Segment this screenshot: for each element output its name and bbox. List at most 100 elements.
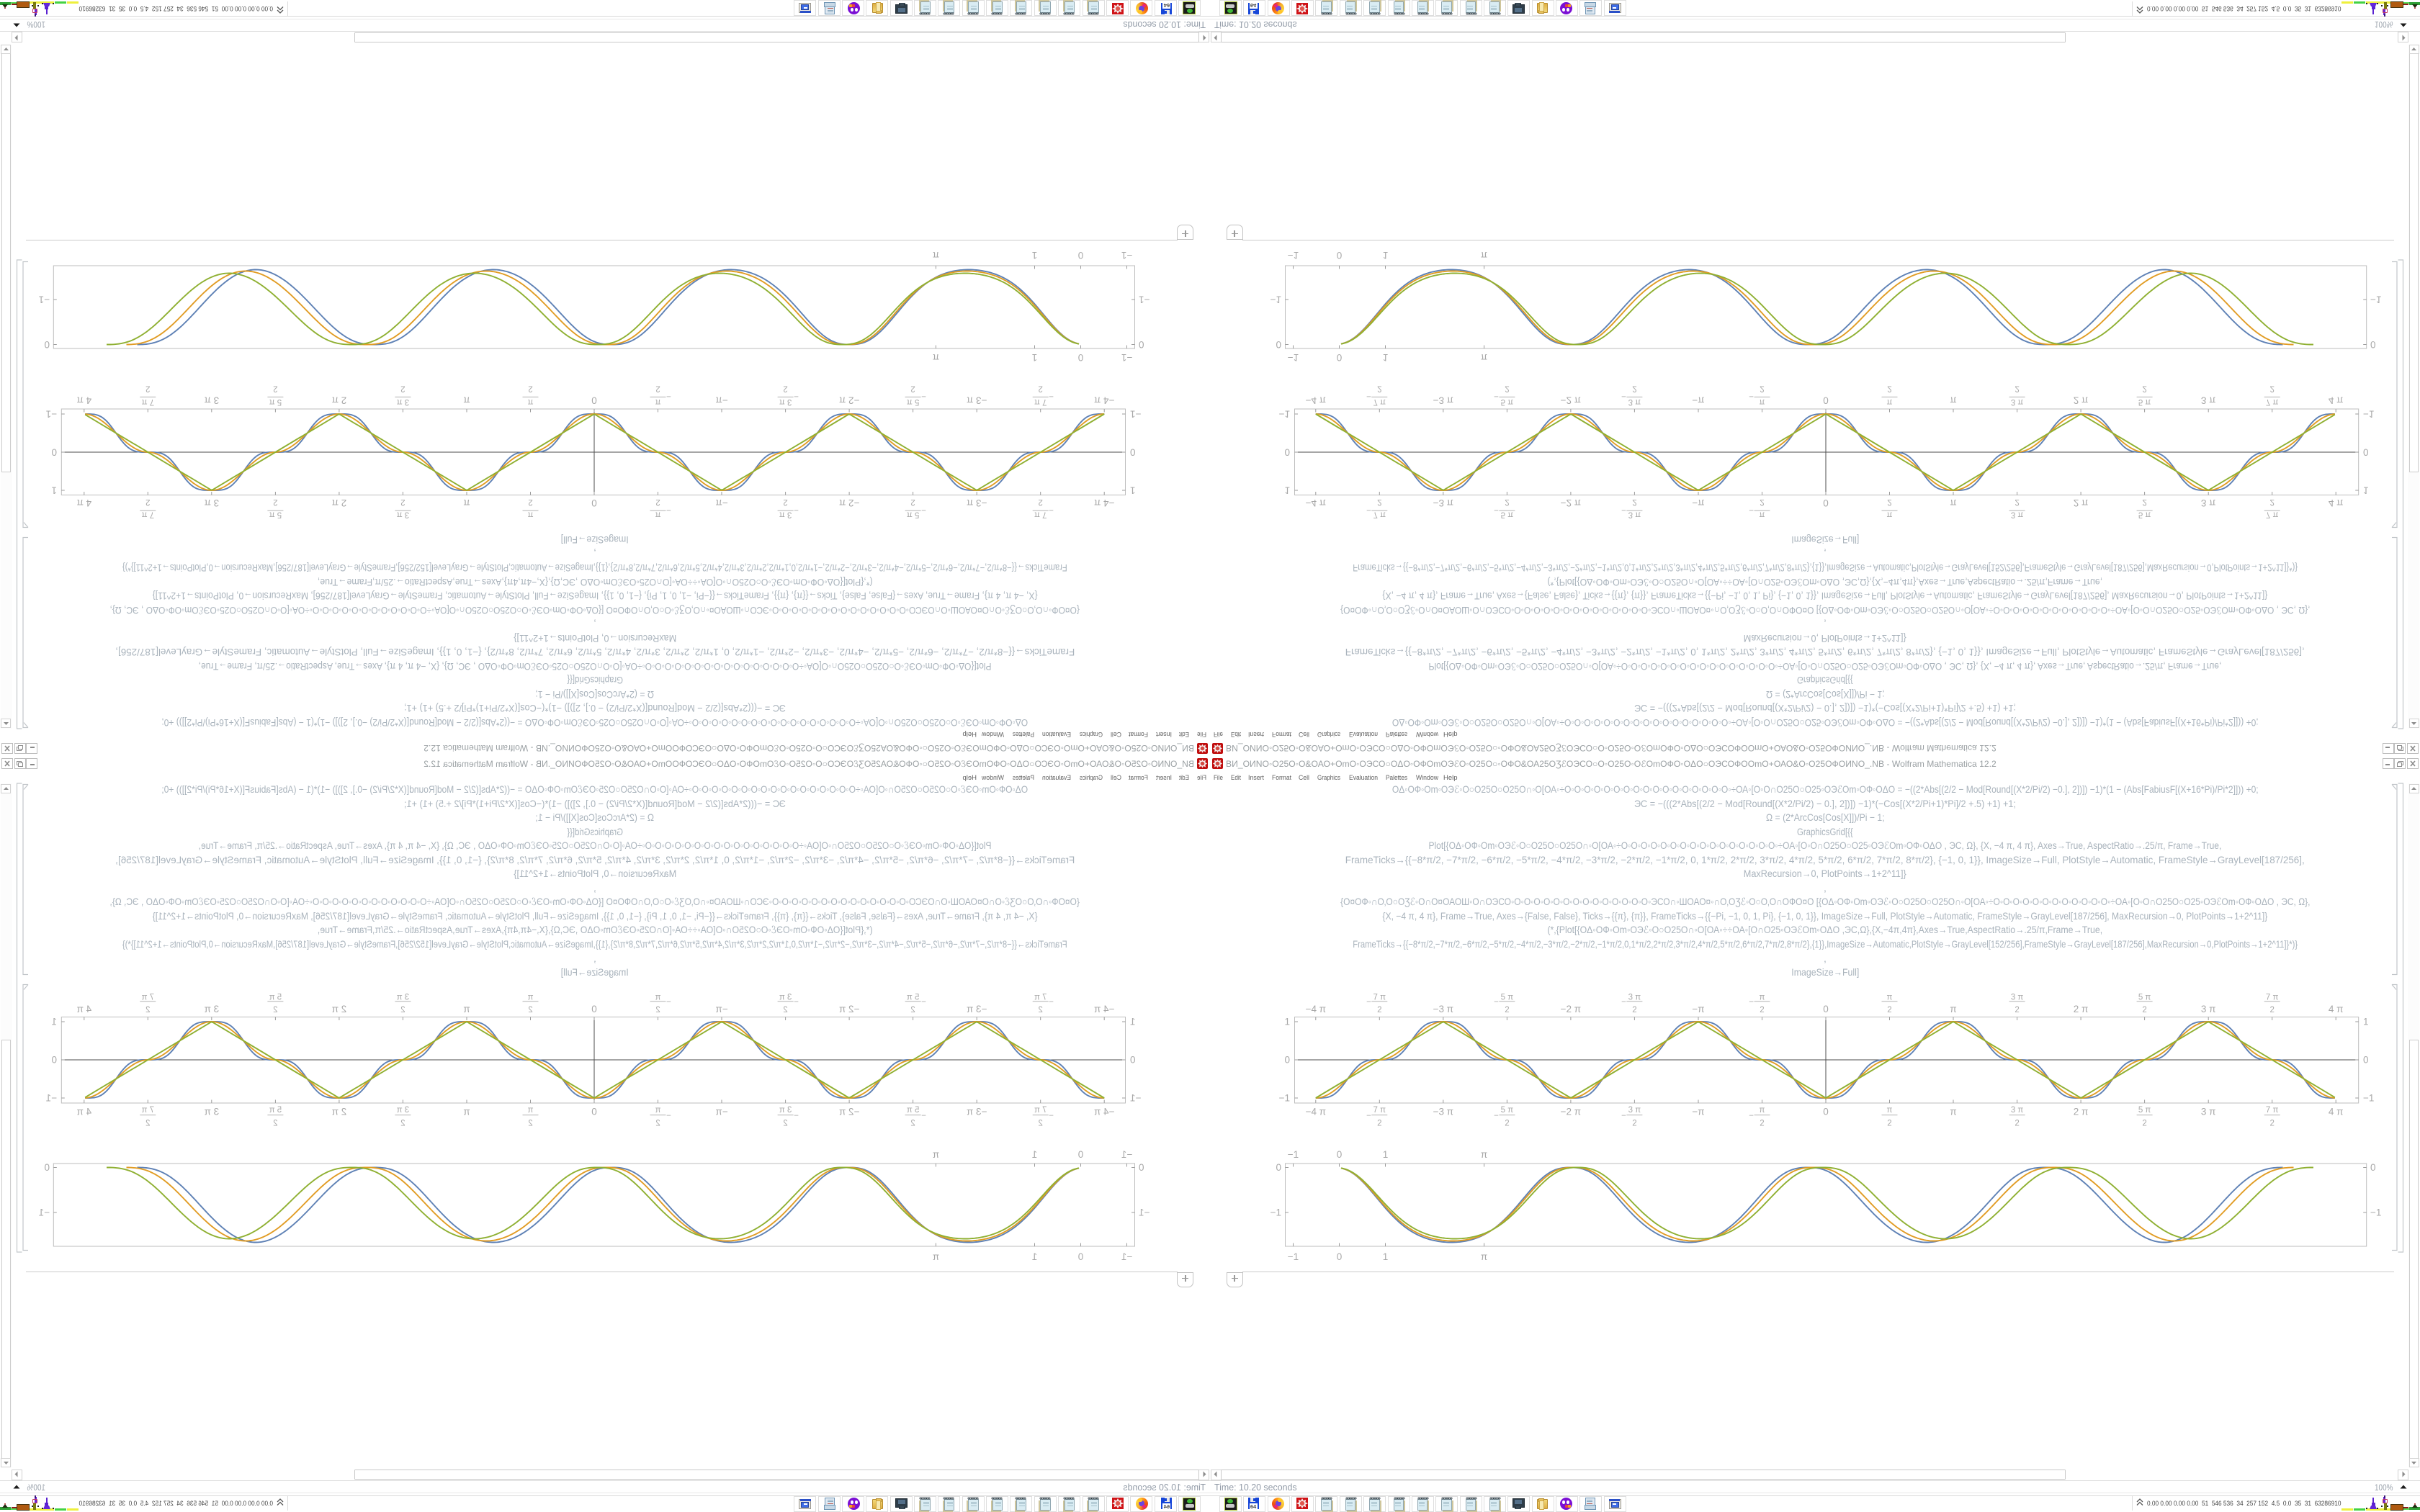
svg-text:5 π: 5 π [907,397,920,406]
svg-text:2: 2 [1760,1120,1764,1128]
svg-text:1: 1 [1032,1149,1038,1160]
svg-text:2: 2 [528,498,532,506]
svg-text:5 π: 5 π [2138,1106,2151,1115]
svg-text:2: 2 [655,384,660,393]
svg-text:2: 2 [400,1120,405,1128]
svg-text:1: 1 [1032,250,1038,261]
svg-text:0: 0 [1130,1055,1136,1066]
svg-text:0: 0 [1337,1251,1343,1262]
svg-text:7 π: 7 π [1373,510,1386,518]
svg-text:−2 π: −2 π [839,1004,859,1014]
svg-text:0: 0 [1337,352,1343,363]
svg-text:7 π: 7 π [1373,397,1386,406]
svg-text:π: π [1887,397,1893,406]
svg-text:1: 1 [1284,1017,1290,1027]
svg-text:−: − [1049,392,1054,400]
svg-text:2: 2 [1038,384,1042,393]
svg-text:2: 2 [1632,384,1636,393]
svg-text:2: 2 [783,384,787,393]
svg-text:3 π: 3 π [2011,397,2024,406]
svg-text:2 π: 2 π [2074,395,2089,406]
svg-text:−: − [921,505,926,514]
svg-text:2: 2 [910,1120,915,1128]
svg-text:2: 2 [1632,498,1636,506]
svg-text:−: − [1494,1112,1499,1120]
svg-text:0: 0 [1823,1004,1829,1014]
svg-text:−: − [794,998,799,1007]
svg-text:2: 2 [1887,384,1891,393]
svg-text:2: 2 [2015,1120,2019,1128]
svg-text:π: π [1950,498,1956,508]
svg-text:−: − [1494,505,1499,514]
svg-text:0: 0 [51,1055,57,1066]
svg-text:7 π: 7 π [141,1106,154,1115]
svg-text:3 π: 3 π [205,1004,220,1014]
svg-text:2: 2 [655,498,660,506]
svg-text:5 π: 5 π [1501,994,1514,1002]
svg-text:2: 2 [1760,498,1764,506]
svg-text:0: 0 [2370,1162,2376,1173]
svg-text:7 π: 7 π [141,510,154,518]
svg-text:3 π: 3 π [205,1106,220,1117]
svg-text:3 π: 3 π [2011,1106,2024,1115]
svg-text:0: 0 [591,1004,597,1014]
svg-text:3 π: 3 π [779,397,792,406]
svg-text:4 π: 4 π [77,395,92,406]
svg-text:−: − [1749,392,1754,400]
svg-text:−π: −π [715,1106,727,1117]
svg-text:−: − [1366,505,1371,514]
svg-text:−: − [1749,1112,1754,1120]
svg-text:7 π: 7 π [2266,1106,2279,1115]
svg-text:2 π: 2 π [2074,498,2089,508]
svg-text:−: − [1049,998,1054,1007]
svg-text:2 π: 2 π [332,498,347,508]
svg-text:5 π: 5 π [2138,397,2151,406]
svg-text:0: 0 [591,498,597,508]
svg-text:−: − [921,392,926,400]
svg-text:π: π [1760,994,1765,1002]
svg-text:2: 2 [400,498,405,506]
svg-text:1: 1 [2363,485,2369,496]
svg-text:−: − [1621,1112,1626,1120]
svg-text:−: − [1621,998,1626,1007]
svg-text:4 π: 4 π [2329,1004,2344,1014]
svg-text:5 π: 5 π [907,1106,920,1115]
svg-text:−4 π: −4 π [1306,1106,1326,1117]
svg-text:π: π [933,1251,939,1262]
svg-text:7 π: 7 π [141,397,154,406]
svg-text:−: − [1749,998,1754,1007]
svg-text:−1: −1 [1139,1207,1150,1218]
svg-text:0: 0 [591,395,597,406]
svg-text:2: 2 [1887,1006,1891,1014]
svg-text:π: π [527,397,533,406]
svg-text:π: π [1481,250,1487,261]
svg-text:2: 2 [910,1006,915,1014]
svg-text:−π: −π [715,1004,727,1014]
svg-text:5 π: 5 π [269,397,282,406]
svg-text:2: 2 [1505,1006,1509,1014]
svg-text:−1: −1 [2370,294,2381,305]
svg-text:−: − [1366,998,1371,1007]
svg-text:0: 0 [1284,1055,1290,1066]
svg-text:−3 π: −3 π [967,1004,987,1014]
svg-text:−2 π: −2 π [1561,1106,1581,1117]
svg-text:5 π: 5 π [269,510,282,518]
svg-text:5 π: 5 π [1501,510,1514,518]
svg-text:2: 2 [1505,384,1509,393]
svg-text:0: 0 [2370,339,2376,350]
svg-text:π: π [527,994,533,1002]
svg-text:2: 2 [1038,498,1042,506]
svg-text:π: π [655,510,660,518]
svg-text:0: 0 [1337,250,1343,261]
svg-text:−π: −π [715,498,727,508]
svg-text:2: 2 [1505,1120,1509,1128]
svg-text:−π: −π [1692,395,1704,406]
svg-text:0: 0 [44,339,50,350]
svg-text:1: 1 [1032,352,1038,363]
svg-text:−2 π: −2 π [839,395,859,406]
svg-text:2: 2 [2015,1006,2019,1014]
svg-text:−3 π: −3 π [1433,1106,1453,1117]
svg-text:5 π: 5 π [2138,994,2151,1002]
svg-text:0: 0 [1823,395,1829,406]
svg-text:0: 0 [1139,339,1144,350]
